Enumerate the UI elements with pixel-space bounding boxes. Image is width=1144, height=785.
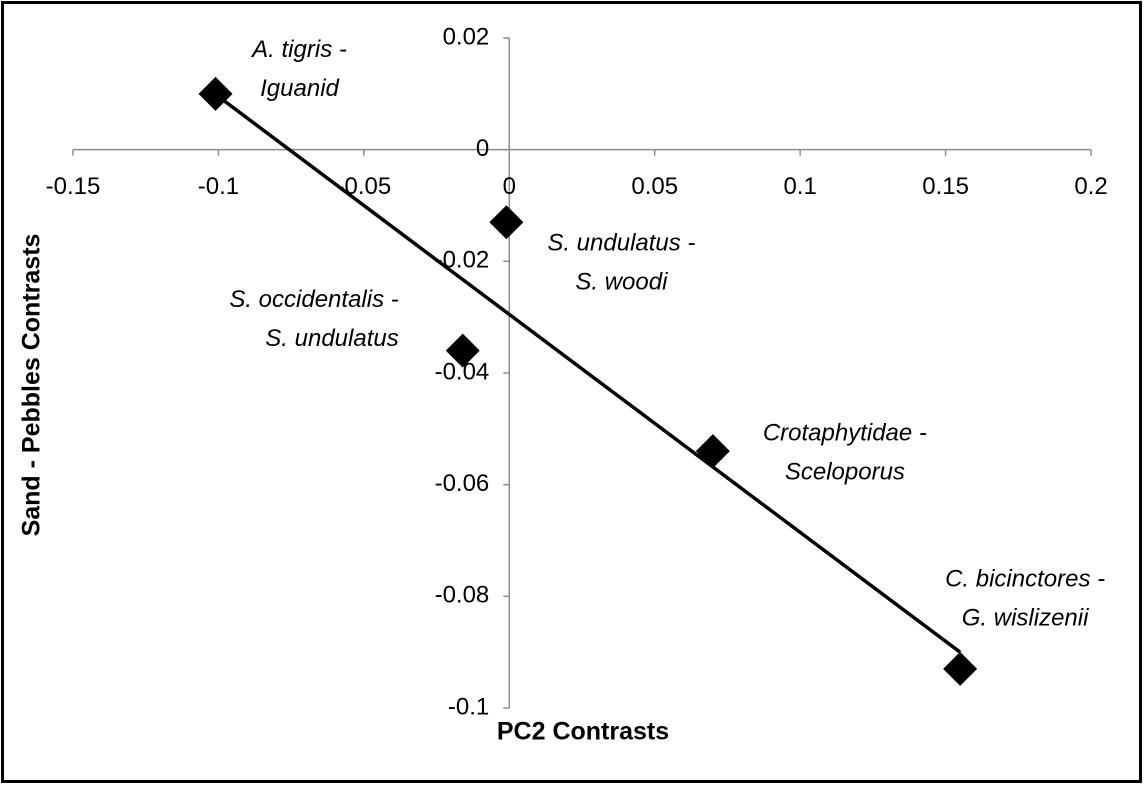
marker bbox=[943, 651, 978, 686]
point-label: C. bicinctores - bbox=[945, 565, 1105, 592]
point-label: Iguanid bbox=[260, 75, 339, 102]
x-tick-label: 0.2 bbox=[1074, 173, 1107, 200]
point-label: Crotaphytidae - bbox=[763, 420, 927, 447]
y-tick-label: 0 bbox=[476, 135, 489, 162]
y-tick-label: 0.02 bbox=[443, 23, 490, 50]
point-label: S. undulatus bbox=[265, 325, 398, 352]
marker bbox=[198, 76, 233, 111]
point-label: G. wislizenii bbox=[962, 604, 1089, 631]
point-label: S. undulatus - bbox=[547, 230, 695, 257]
x-tick-label: -0.05 bbox=[337, 173, 392, 200]
x-tick-label: 0 bbox=[503, 173, 516, 200]
x-tick-label: -0.1 bbox=[198, 173, 239, 200]
y-axis-title: Sand - Pebbles Contrasts bbox=[18, 234, 46, 537]
marker bbox=[445, 333, 480, 368]
trendline bbox=[214, 92, 962, 654]
point-label: A. tigris - bbox=[250, 36, 347, 63]
x-tick-label: 0.15 bbox=[922, 173, 969, 200]
marker bbox=[489, 205, 524, 240]
marker bbox=[695, 434, 730, 469]
y-tick-label: -0.02 bbox=[435, 247, 490, 274]
x-tick-label: -0.15 bbox=[46, 173, 101, 200]
point-label: S. woodi bbox=[575, 269, 668, 296]
point-label: Sceloporus bbox=[785, 459, 905, 486]
x-tick-label: 0.1 bbox=[783, 173, 816, 200]
y-tick-label: -0.1 bbox=[448, 693, 489, 720]
point-label: S. occidentalis - bbox=[229, 286, 398, 313]
y-tick-label: -0.08 bbox=[435, 582, 490, 609]
x-tick-label: 0.05 bbox=[631, 173, 678, 200]
x-axis-title: PC2 Contrasts bbox=[497, 718, 669, 746]
y-tick-label: -0.06 bbox=[435, 470, 490, 497]
